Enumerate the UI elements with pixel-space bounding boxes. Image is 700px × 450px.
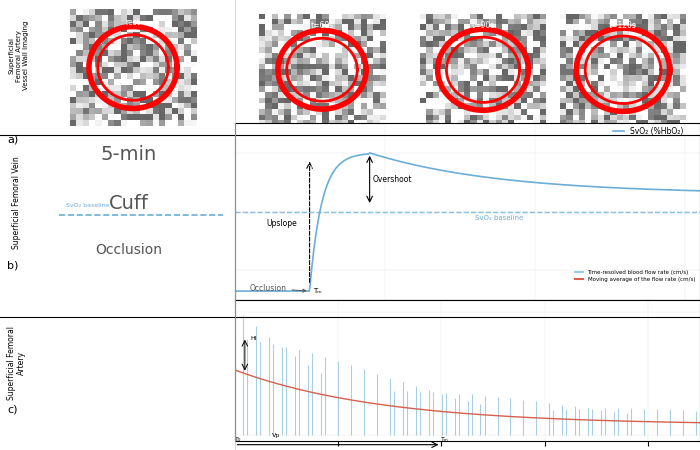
Text: a): a) — [7, 135, 18, 145]
Text: t=120s: t=120s — [609, 21, 637, 31]
Text: Superficial Femoral Vein: Superficial Femoral Vein — [12, 157, 21, 249]
Text: Vp: Vp — [272, 433, 280, 438]
Text: 5-min: 5-min — [101, 144, 157, 164]
Text: HI: HI — [250, 337, 257, 342]
Text: Overshoot: Overshoot — [372, 176, 412, 184]
Text: Tₘ: Tₘ — [442, 437, 449, 442]
Text: SvO₂ baseline: SvO₂ baseline — [66, 203, 109, 208]
Text: T₀: T₀ — [234, 437, 241, 442]
Text: Upslope: Upslope — [267, 220, 298, 229]
Text: t=90s: t=90s — [471, 21, 495, 31]
Text: SvO₂ baseline: SvO₂ baseline — [475, 215, 523, 220]
Text: t=60s: t=60s — [310, 21, 334, 31]
Text: Occlusion: Occlusion — [95, 243, 162, 257]
Text: rest: rest — [125, 18, 141, 27]
Text: Superficial
Femoral Artery
Vessel Wall Imaging: Superficial Femoral Artery Vessel Wall I… — [9, 21, 29, 90]
Text: Tₘ: Tₘ — [313, 288, 321, 294]
Text: Cuff: Cuff — [109, 194, 149, 213]
Legend: SvO₂ (%HbO₂): SvO₂ (%HbO₂) — [610, 124, 687, 139]
Legend: Time-resolved blood flow rate (cm/s), Moving average of the flow rate (cm/s): Time-resolved blood flow rate (cm/s), Mo… — [573, 267, 697, 284]
Text: Occlusion: Occlusion — [249, 284, 306, 293]
Text: Superficial Femoral
Artery: Superficial Femoral Artery — [7, 326, 26, 400]
Text: c): c) — [7, 405, 18, 415]
Text: b): b) — [7, 261, 18, 271]
X-axis label: Time (s): Time (s) — [450, 324, 484, 333]
